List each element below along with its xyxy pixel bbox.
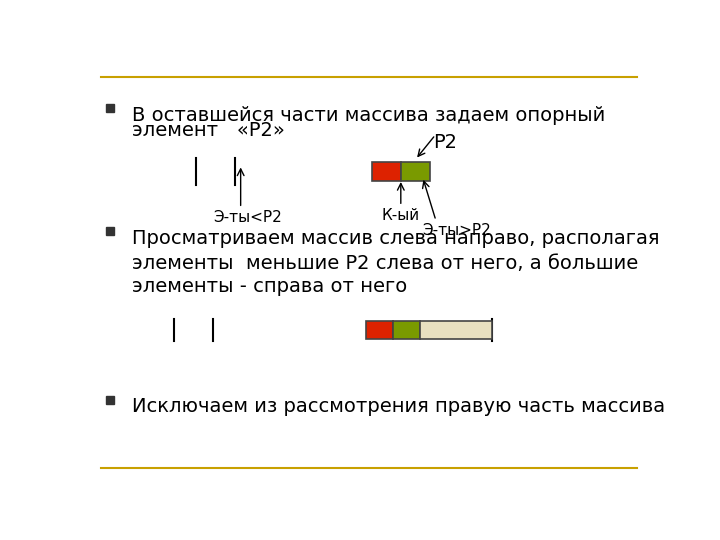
Text: элементы - справа от него: элементы - справа от него <box>132 277 407 296</box>
Bar <box>393 321 420 339</box>
Bar <box>372 162 401 181</box>
Bar <box>420 321 492 339</box>
Text: Просматриваем массив слева направо, располагая: Просматриваем массив слева направо, расп… <box>132 229 660 248</box>
Text: Исключаем из рассмотрения правую часть массива: Исключаем из рассмотрения правую часть м… <box>132 397 665 416</box>
Text: P2: P2 <box>433 133 456 152</box>
Bar <box>401 162 430 181</box>
Text: элемент   «P2»: элемент «P2» <box>132 121 284 140</box>
Text: К-ый: К-ый <box>382 208 420 223</box>
Text: Э-ты<P2: Э-ты<P2 <box>213 211 282 225</box>
Text: Э-ты>P2: Э-ты>P2 <box>422 223 491 238</box>
Bar <box>366 321 393 339</box>
Text: В оставшейся части массива задаем опорный: В оставшейся части массива задаем опорны… <box>132 106 605 125</box>
Text: элементы  меньшие Р2 слева от него, а большие: элементы меньшие Р2 слева от него, а бол… <box>132 254 638 273</box>
